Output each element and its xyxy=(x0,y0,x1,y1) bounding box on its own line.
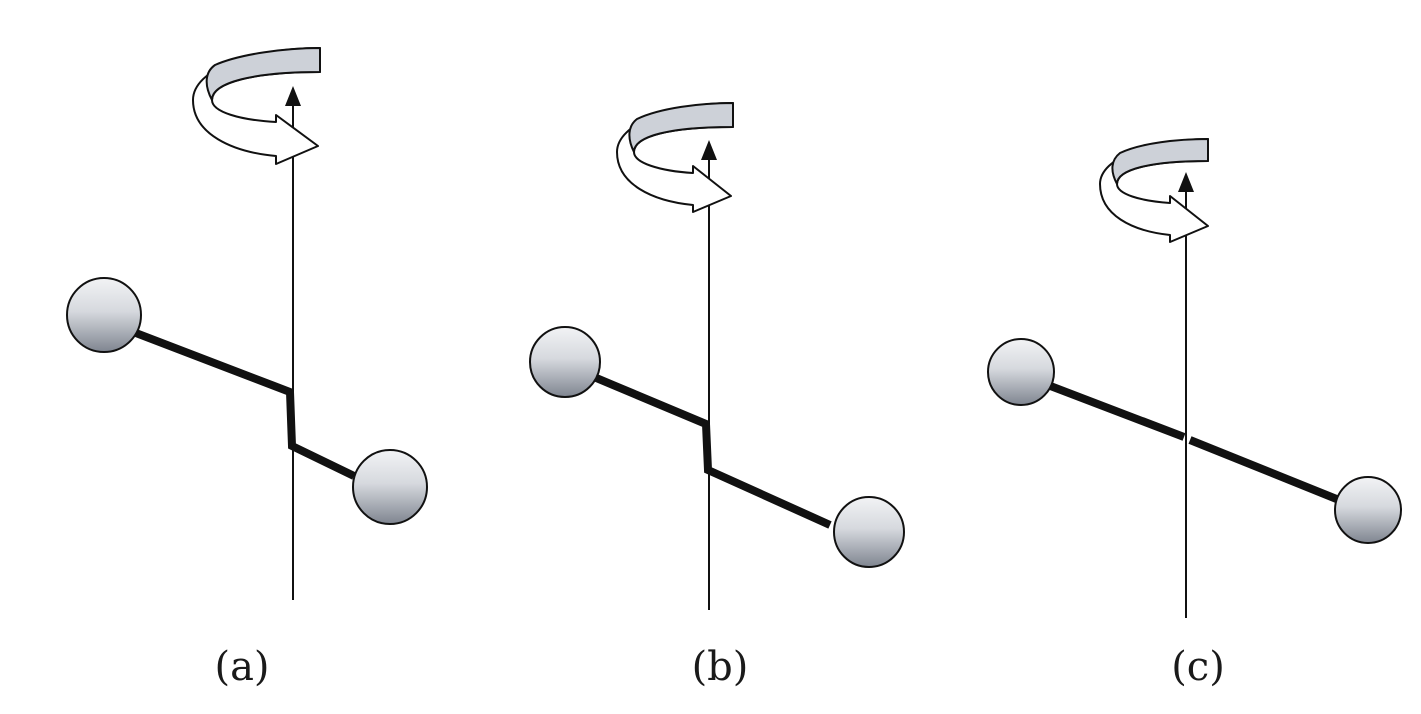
connecting-rod xyxy=(1038,378,1186,441)
panel-label: (b) xyxy=(692,644,749,690)
panel-label: (a) xyxy=(214,644,269,690)
mass-sphere-icon xyxy=(66,277,142,353)
connecting-rod xyxy=(580,368,832,529)
connecting-rod xyxy=(1188,436,1341,504)
mass-sphere-icon xyxy=(833,496,905,568)
connecting-rod xyxy=(126,326,356,480)
mass-sphere-icon xyxy=(529,326,601,398)
axis-arrowhead-icon xyxy=(701,140,717,160)
axis-arrowhead-icon xyxy=(285,86,301,106)
mass-sphere-icon xyxy=(352,449,428,525)
mass-sphere-icon xyxy=(987,338,1055,406)
panel-b: (b) xyxy=(529,102,905,690)
rotation-arrow-icon xyxy=(616,102,734,213)
panel-a: (a) xyxy=(66,47,428,690)
rotation-arrow-icon xyxy=(192,47,321,165)
panel-label: (c) xyxy=(1171,644,1225,690)
rotation-arrow-icon xyxy=(1099,138,1209,243)
panel-c: (c) xyxy=(987,138,1402,690)
axis-arrowhead-icon xyxy=(1178,172,1194,192)
mass-sphere-icon xyxy=(1334,476,1402,544)
